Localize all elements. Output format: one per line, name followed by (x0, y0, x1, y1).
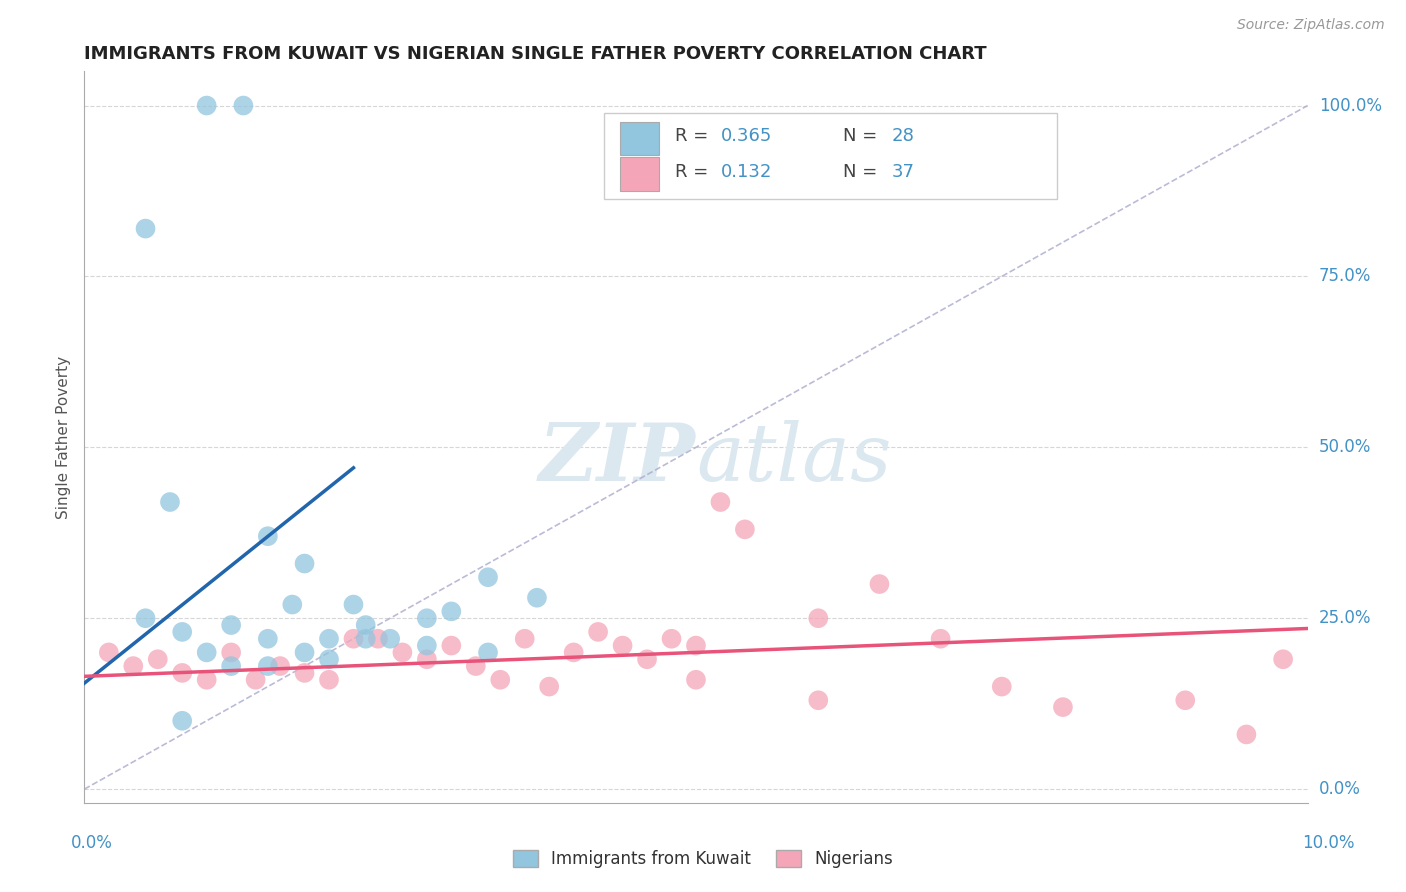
Point (416, 652, 439, 666)
Text: N =: N = (842, 163, 883, 181)
Text: 37: 37 (891, 163, 915, 181)
Point (416, 611, 439, 625)
Point (195, 98, 218, 112)
Point (636, 652, 658, 666)
Point (354, 632, 377, 646)
Legend: Immigrants from Kuwait, Nigerians: Immigrants from Kuwait, Nigerians (506, 843, 900, 875)
Text: atlas: atlas (696, 420, 891, 498)
Point (318, 652, 340, 666)
Point (1234, 727, 1257, 741)
Point (562, 645, 585, 659)
Point (464, 659, 486, 673)
Point (219, 659, 242, 673)
Point (685, 639, 707, 653)
Point (538, 680, 561, 694)
FancyBboxPatch shape (620, 157, 659, 191)
Point (661, 632, 683, 646)
Text: IMMIGRANTS FROM KUWAIT VS NIGERIAN SINGLE FATHER POVERTY CORRELATION CHART: IMMIGRANTS FROM KUWAIT VS NIGERIAN SINGL… (84, 45, 987, 62)
Point (245, 673, 267, 687)
Point (586, 624, 609, 639)
FancyBboxPatch shape (620, 122, 659, 155)
Point (281, 598, 304, 612)
Text: N =: N = (842, 128, 883, 145)
Text: 0.365: 0.365 (720, 128, 772, 145)
Text: R =: R = (675, 128, 714, 145)
Point (159, 495, 181, 509)
Y-axis label: Single Father Poverty: Single Father Poverty (56, 356, 72, 518)
Point (391, 645, 413, 659)
Point (172, 624, 194, 639)
Point (380, 632, 402, 646)
Text: 0.0%: 0.0% (70, 834, 112, 852)
Point (1174, 693, 1197, 707)
Point (219, 618, 242, 632)
Text: 28: 28 (891, 128, 914, 145)
Text: 25.0%: 25.0% (1319, 609, 1371, 627)
Text: 10.0%: 10.0% (1302, 834, 1355, 852)
Text: Source: ZipAtlas.com: Source: ZipAtlas.com (1237, 18, 1385, 32)
Point (135, 221, 157, 235)
Point (685, 673, 707, 687)
Point (269, 659, 291, 673)
Point (146, 652, 169, 666)
Point (318, 632, 340, 646)
Point (1052, 700, 1074, 714)
Point (257, 632, 280, 646)
Point (489, 673, 512, 687)
Text: 50.0%: 50.0% (1319, 438, 1371, 457)
Point (294, 557, 316, 571)
Point (929, 632, 952, 646)
Point (612, 639, 634, 653)
Point (342, 598, 364, 612)
Point (122, 659, 145, 673)
Point (367, 632, 389, 646)
Text: ZIP: ZIP (538, 420, 696, 498)
Point (734, 522, 756, 536)
Point (990, 680, 1012, 694)
Point (807, 693, 830, 707)
Point (172, 714, 194, 728)
Point (97, 645, 120, 659)
Point (709, 495, 731, 509)
Point (195, 645, 218, 659)
Text: 75.0%: 75.0% (1319, 268, 1371, 285)
Point (440, 639, 463, 653)
Text: 0.0%: 0.0% (1319, 780, 1361, 798)
Point (440, 604, 463, 618)
Point (869, 577, 891, 591)
Point (807, 611, 830, 625)
Point (294, 645, 316, 659)
Point (135, 611, 157, 625)
Text: R =: R = (675, 163, 714, 181)
Text: 0.132: 0.132 (720, 163, 772, 181)
Point (257, 529, 280, 543)
Point (257, 659, 280, 673)
Point (342, 632, 364, 646)
Point (219, 645, 242, 659)
Point (477, 645, 499, 659)
Text: 100.0%: 100.0% (1319, 96, 1382, 114)
Point (1272, 652, 1295, 666)
Point (172, 665, 194, 680)
Point (354, 618, 377, 632)
Point (232, 98, 254, 112)
Point (526, 591, 548, 605)
Point (318, 673, 340, 687)
Point (195, 673, 218, 687)
Point (513, 632, 536, 646)
Point (416, 639, 439, 653)
FancyBboxPatch shape (605, 113, 1057, 199)
Point (294, 665, 316, 680)
Point (477, 570, 499, 584)
